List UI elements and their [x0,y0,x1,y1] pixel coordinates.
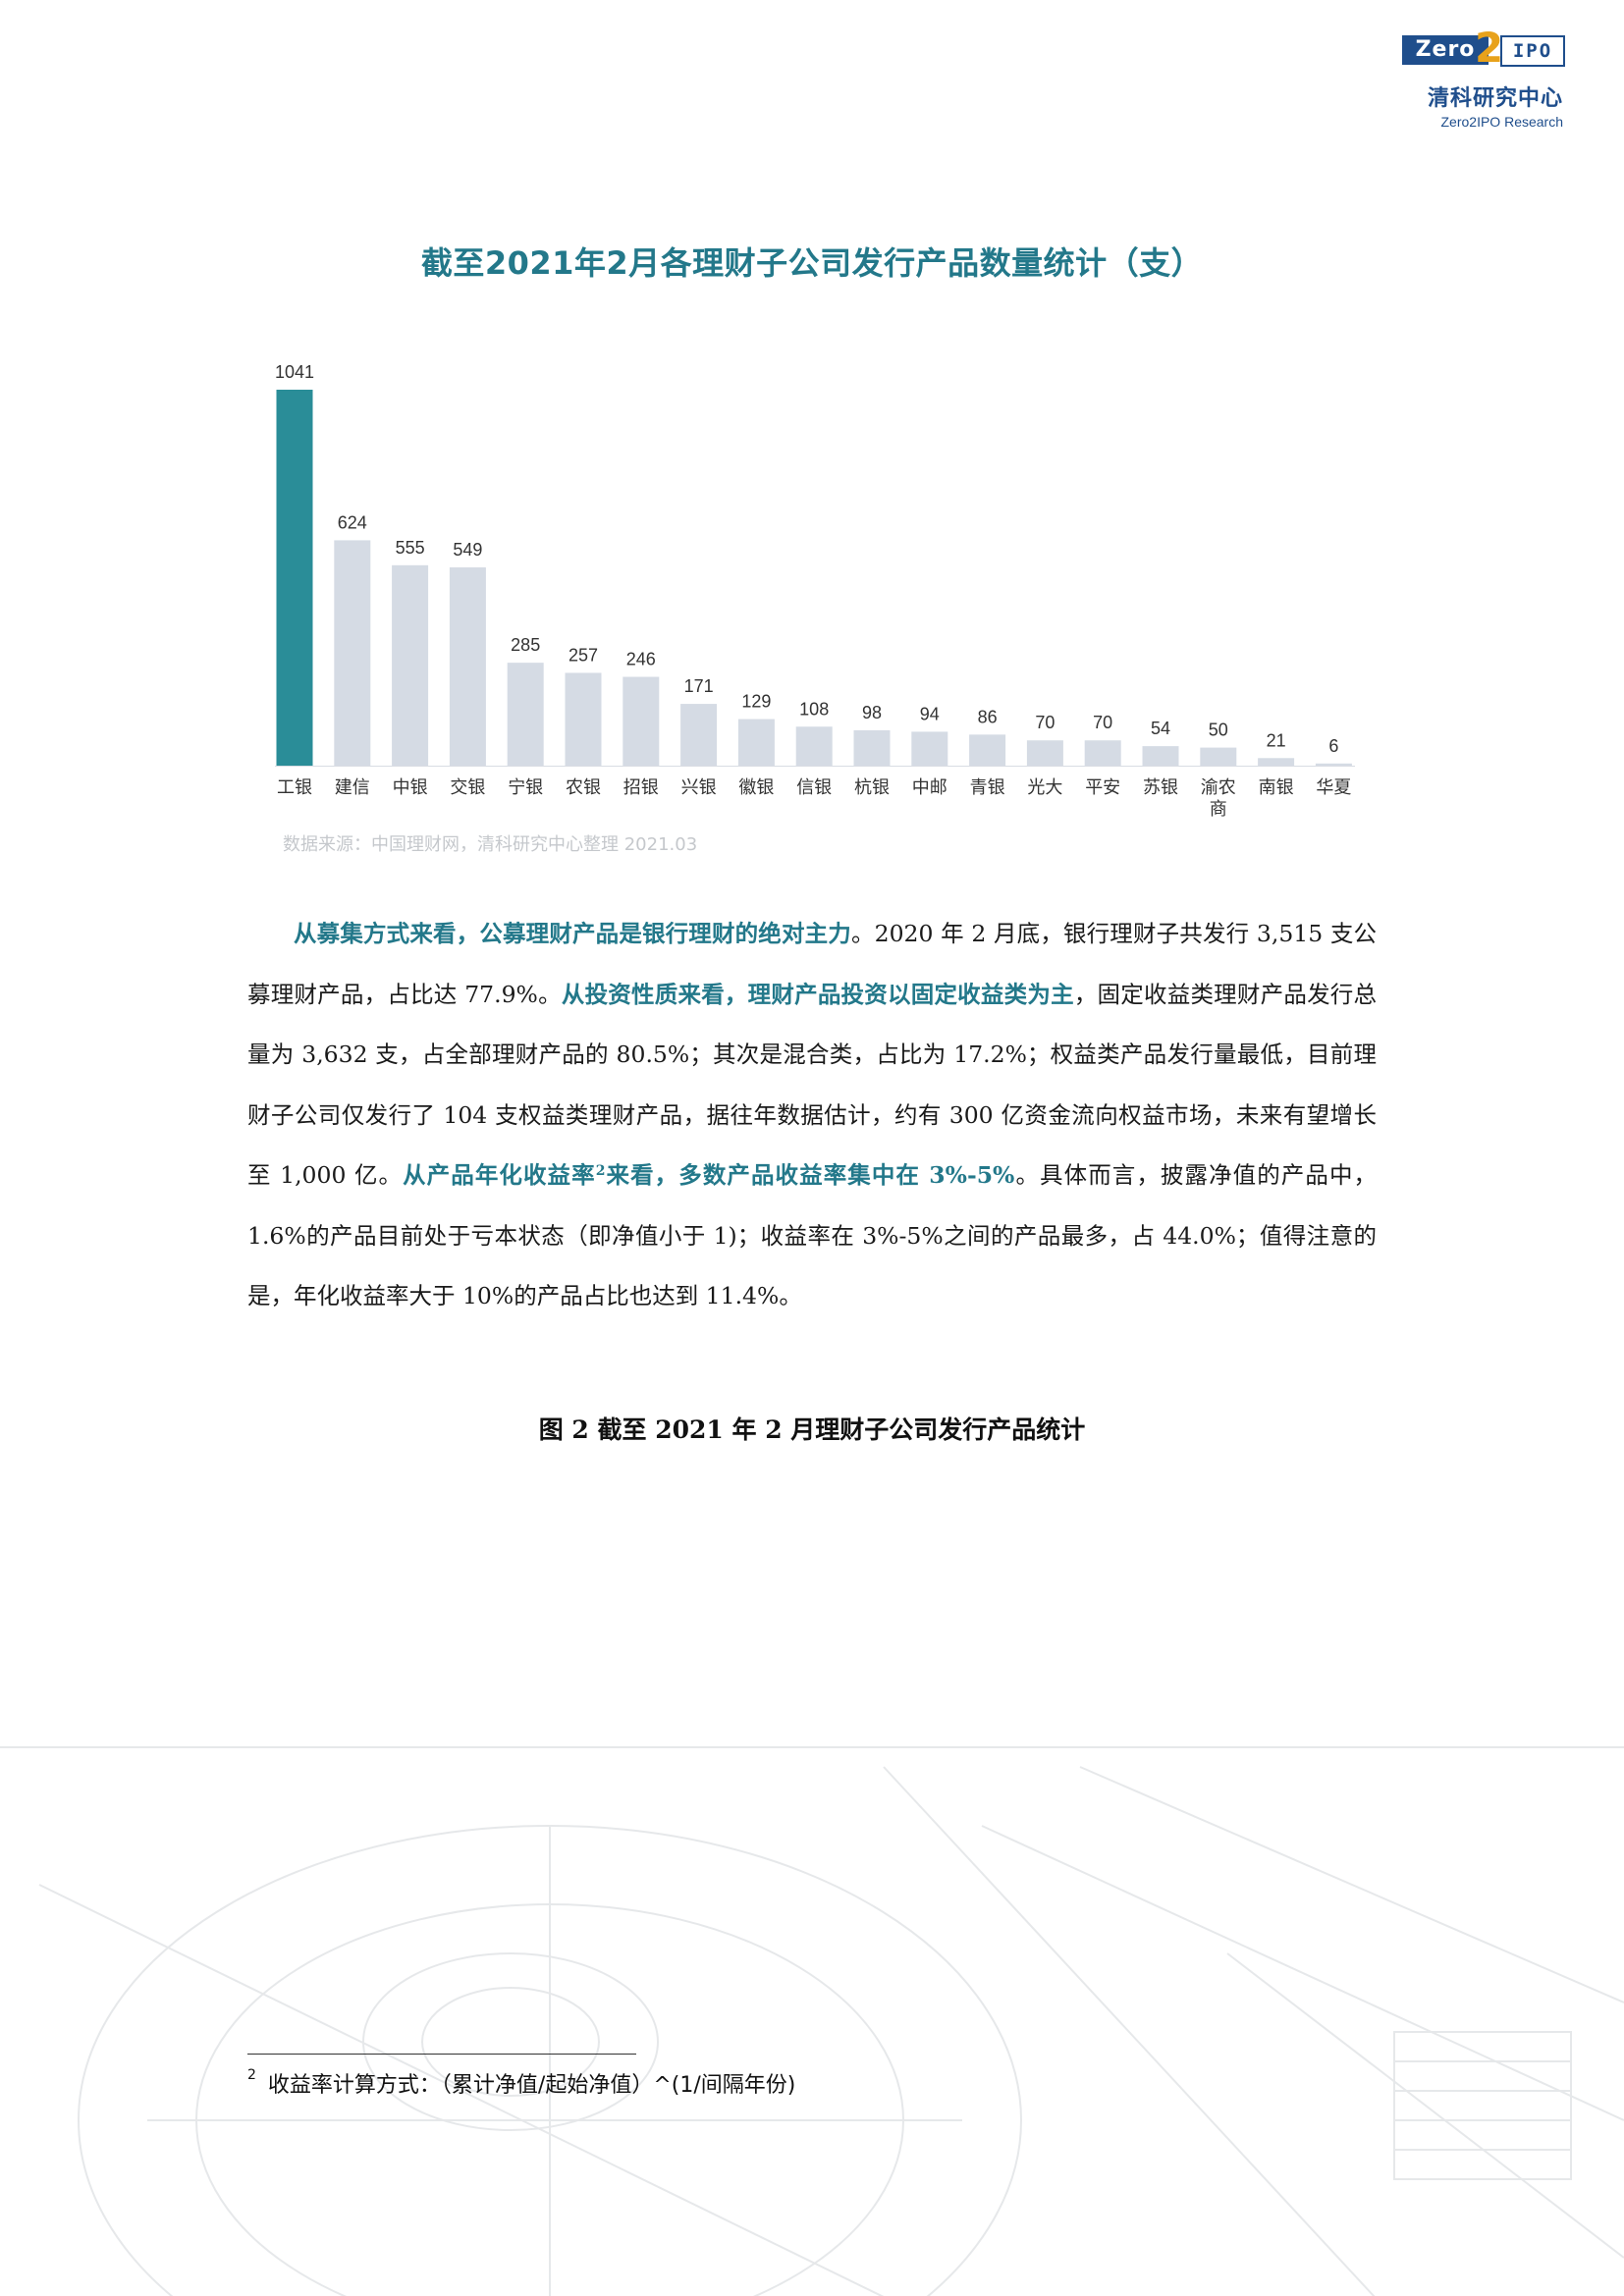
logo-mark: Zero IPO 2 [1402,26,1565,71]
bar-3 [449,567,486,766]
footnote-divider [247,2054,636,2055]
logo-name-cn: 清科研究中心 [1427,86,1563,111]
category-label: 渝农商 [1201,777,1236,820]
highlight-yield-a: 从产品年化收益率 [403,1161,596,1189]
category-label: 苏银 [1143,777,1178,798]
category-label: 兴银 [681,777,717,798]
category-label: 平安 [1085,777,1120,798]
bar-value-label: 549 [453,540,482,560]
bar-value-label: 6 [1328,736,1338,756]
footnote-text: 收益率计算方式：（累计净值/起始净值）^(1/间隔年份) [267,2073,796,2098]
bar-value-label: 1041 [275,362,314,382]
bar-value-label: 257 [568,645,598,665]
bar-10 [853,729,891,766]
text-yield: 。具体而言，披露净值的产品中，1.6%的产品目前处于亏本状态（即净值小于 1)；… [247,1161,1378,1309]
footnote-ref[interactable]: 2 [595,1163,606,1179]
bar-value-label: 98 [862,703,882,722]
category-label: 杭银 [854,777,890,798]
bar-13 [1026,740,1063,766]
category-label: 青银 [970,777,1005,798]
highlight-fundraising: 从募集方式来看，公募理财产品是银行理财的绝对主力 [294,920,851,947]
bar-value-label: 555 [396,538,425,558]
category-label: 工银 [277,777,312,798]
bar-6 [623,676,660,766]
bar-5 [565,672,602,766]
bar-7 [680,704,718,766]
bar-8 [737,719,775,766]
bar-11 [911,731,948,766]
bar-value-label: 171 [684,676,714,696]
category-label: 南银 [1259,777,1294,798]
bar-value-label: 129 [741,692,771,712]
logo-two: 2 [1475,24,1504,72]
zero2ipo-logo: Zero IPO 2 清科研究中心 Zero2IPO Research [1402,26,1565,130]
chart-title: 截至2021年2月各理财子公司发行产品数量统计（支） [420,244,1204,282]
category-label: 光大 [1027,777,1062,798]
bar-4 [507,663,544,766]
logo-ipo: IPO [1500,35,1565,67]
category-label: 徽银 [738,777,774,798]
bar-14 [1084,740,1121,766]
category-label: 宁银 [508,777,543,798]
category-label: 交银 [450,777,485,798]
bar-value-label: 54 [1151,719,1170,738]
category-label: 华夏 [1316,777,1351,798]
bar-value-label: 624 [338,512,367,532]
logo-name-en: Zero2IPO Research [1440,114,1564,130]
category-label: 建信 [335,777,370,798]
footnote: 2 收益率计算方式：（累计净值/起始净值）^(1/间隔年份) [247,2067,795,2099]
body-paragraph: 从募集方式来看，公募理财产品是银行理财的绝对主力。2020 年 2 月底，银行理… [247,904,1377,1327]
logo-zero: Zero [1402,35,1489,65]
figure-caption: 图 2 截至 2021 年 2 月理财子公司发行产品统计 [538,1415,1086,1444]
bar-chart: 1041 工银 624 建信 555 中银 549 交银 285 宁银 257 农银 246 招银 171 兴… [275,362,1355,820]
bar-value-label: 21 [1267,730,1286,750]
text-fundraising: 。2020 年 2 月底，银行理财子共发行 3,515 支公募理财产品，占比达 … [247,920,1377,1008]
bar-9 [795,726,833,766]
footnote-marker: 2 [247,2067,256,2083]
bar-12 [969,734,1006,766]
category-label: 农银 [566,777,601,798]
paragraph-1: 从募集方式来看，公募理财产品是银行理财的绝对主力。2020 年 2 月底，银行理… [247,904,1377,1327]
bar-value-label: 285 [511,635,540,655]
category-label: 招银 [623,777,659,798]
bar-0 [276,390,313,766]
category-label: 中银 [393,777,428,798]
category-label: 信银 [796,777,832,798]
bar-16 [1200,747,1237,766]
bar-value-label: 94 [920,704,940,723]
bar-15 [1142,746,1179,766]
bar-1 [334,540,371,766]
bar-value-label: 70 [1035,713,1055,732]
bar-2 [392,564,429,766]
text-investment-nature: ，固定收益类理财产品发行总量为 3,632 支，占全部理财产品的 80.5%；其… [247,980,1378,1190]
bar-value-label: 50 [1209,721,1228,740]
bar-value-label: 86 [978,707,998,726]
bar-value-label: 246 [626,649,656,668]
highlight-yield-b: 来看，多数产品收益率集中在 3%-5% [605,1161,1015,1189]
bar-18 [1315,763,1352,766]
chart-source: 数据来源：中国理财网，清科研究中心整理 2021.03 [283,834,698,855]
category-label: 中邮 [912,777,947,798]
highlight-investment-nature: 从投资性质来看，理财产品投资以固定收益类为主 [561,980,1074,1008]
bar-17 [1258,758,1295,766]
bar-value-label: 108 [799,699,829,719]
bar-value-label: 70 [1093,713,1112,732]
background-watermark-art [0,1746,1624,2296]
